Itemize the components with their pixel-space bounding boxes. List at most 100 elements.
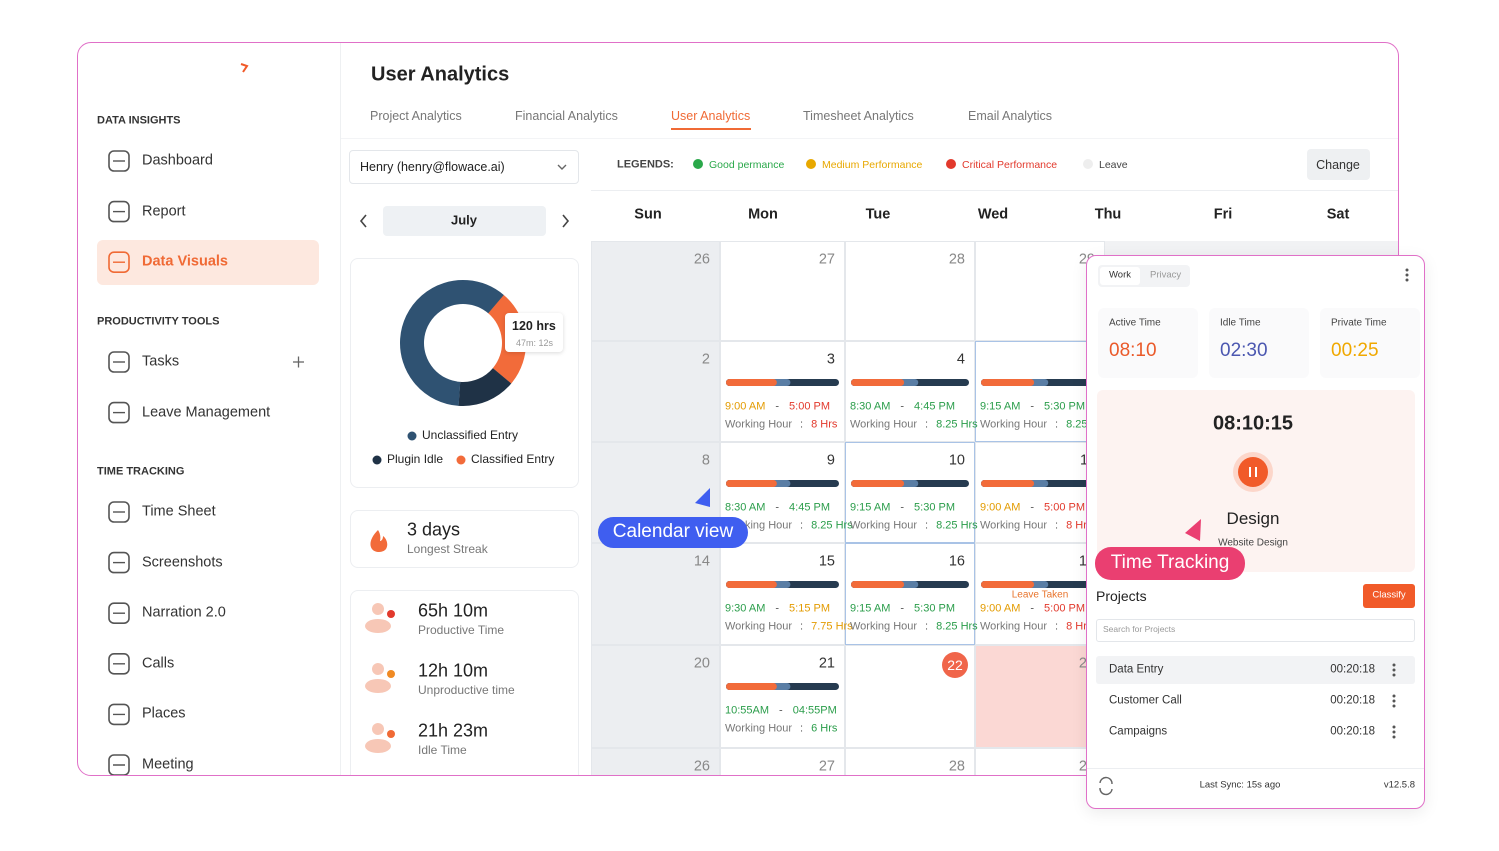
day-cell[interactable]	[591, 543, 720, 645]
day-number: 22	[947, 656, 963, 673]
working-hour-label: Working Hour	[980, 519, 1048, 532]
project-name[interactable]: Data Entry	[1109, 663, 1164, 676]
day-cell[interactable]	[975, 543, 1105, 645]
tab[interactable]: Project Analytics	[370, 108, 462, 123]
hours-row: Working Hour:8.25 Hrs	[850, 419, 978, 432]
kebab-dot	[1405, 278, 1409, 282]
tab[interactable]: Email Analytics	[968, 108, 1053, 123]
nav-item[interactable]: Time Sheet	[142, 503, 216, 520]
stat-value: 65h 10m	[418, 600, 489, 621]
day-number: 27	[818, 758, 835, 775]
hours-separator: :	[800, 519, 804, 532]
day-cell[interactable]	[845, 748, 975, 775]
kebab-dot	[1392, 694, 1396, 698]
day-cell[interactable]	[845, 442, 975, 543]
nav-item[interactable]: Narration 2.0	[142, 604, 226, 621]
tab[interactable]: Timesheet Analytics	[803, 108, 914, 123]
day-cell[interactable]	[591, 241, 720, 341]
person-head	[372, 723, 384, 735]
end-time: 4:45 PM	[914, 400, 955, 413]
day-cell[interactable]	[975, 748, 1105, 775]
legend-dot	[456, 455, 466, 465]
project-name[interactable]: Campaigns	[1109, 725, 1168, 738]
day-cell[interactable]	[975, 341, 1105, 442]
nav-item[interactable]: Places	[142, 706, 186, 723]
legend-label: Leave	[1099, 158, 1128, 171]
nav-item[interactable]: Calls	[142, 655, 175, 672]
sync-icon	[1099, 776, 1113, 796]
callout-label: Time Tracking	[1110, 552, 1230, 574]
person-head	[372, 663, 384, 675]
day-cell[interactable]	[975, 645, 1105, 748]
working-hour-label: Working Hour	[850, 418, 918, 431]
project-name[interactable]: Customer Call	[1109, 694, 1182, 707]
nav-item[interactable]: Leave Management	[142, 404, 271, 421]
last-sync: Last Sync: 15s ago	[1199, 779, 1281, 791]
nav-item[interactable]: Dashboard	[142, 152, 213, 169]
classify-label[interactable]: Classify	[1372, 589, 1406, 601]
day-cell[interactable]	[845, 543, 975, 645]
range-separator: -	[775, 400, 780, 413]
hours-separator: :	[1055, 418, 1059, 431]
day-number: 27	[818, 251, 835, 268]
hours-row: Working Hour:8.25 Hrs	[850, 520, 978, 533]
hours-separator: :	[925, 519, 929, 532]
metric-label: Private Time	[1331, 317, 1387, 329]
end-time: 5:30 PM	[914, 602, 955, 615]
nav-icon	[108, 150, 130, 172]
day-cell[interactable]	[720, 645, 845, 748]
start-time: 8:30 AM	[725, 501, 766, 514]
kebab-dot	[1392, 699, 1396, 703]
section-title: TIME TRACKING	[97, 465, 185, 478]
nav-item[interactable]: Data Visuals	[142, 253, 228, 270]
nav-item[interactable]: Screenshots	[142, 554, 223, 571]
nav-item[interactable]: Report	[142, 203, 186, 220]
day-cell[interactable]	[720, 748, 845, 775]
range-separator: -	[775, 501, 780, 514]
day-cell[interactable]	[720, 241, 845, 341]
change-button[interactable]	[1307, 149, 1370, 180]
pause-bar	[1255, 467, 1257, 477]
day-cell[interactable]	[591, 341, 720, 442]
working-hours: 8 Hrs	[1066, 519, 1093, 532]
callout-label: Calendar view	[612, 521, 734, 543]
nav-item[interactable]: Meeting	[142, 756, 194, 773]
working-hour-label: Working Hour	[980, 620, 1048, 633]
day-number: 2	[701, 351, 710, 368]
search-input[interactable]	[1096, 619, 1415, 642]
person-badge	[387, 610, 395, 618]
hours-bar-fill	[851, 581, 905, 588]
day-cell[interactable]	[720, 543, 845, 645]
day-cell[interactable]	[720, 341, 845, 442]
start-time: 10:55AM	[725, 704, 770, 717]
nav-icon	[108, 200, 130, 223]
day-cell[interactable]	[975, 241, 1105, 341]
change-button-label[interactable]: Change	[1316, 157, 1360, 172]
metric-value: 02:30	[1220, 340, 1268, 362]
day-number: 14	[693, 553, 710, 570]
widget-tab[interactable]: Work	[1109, 269, 1131, 281]
tab[interactable]: User Analytics	[671, 108, 751, 123]
stat-value: 21h 23m	[418, 720, 489, 741]
donut-segment	[400, 280, 526, 406]
hours-separator: :	[1055, 519, 1059, 532]
day-cell[interactable]	[591, 645, 720, 748]
today-marker	[942, 652, 968, 678]
tab[interactable]: Financial Analytics	[515, 108, 618, 123]
user-select[interactable]	[349, 150, 579, 184]
range-separator: -	[900, 602, 905, 615]
day-number: 26	[693, 251, 710, 268]
day-cell[interactable]	[975, 442, 1105, 543]
nav-item[interactable]: Tasks	[142, 353, 180, 370]
day-cell[interactable]	[845, 341, 975, 442]
working-hours: 8.25 Hrs	[936, 418, 978, 431]
time-row: 9:30 AM -5:15 PM	[725, 603, 830, 616]
widget-tab[interactable]: Privacy	[1150, 269, 1182, 281]
project-time: 00:20:18	[1330, 663, 1375, 676]
day-cell[interactable]	[591, 748, 720, 775]
kebab-dot	[1405, 273, 1409, 277]
day-cell[interactable]	[845, 241, 975, 341]
project-time: 00:20:18	[1330, 725, 1375, 738]
classify-button[interactable]	[1363, 584, 1415, 608]
